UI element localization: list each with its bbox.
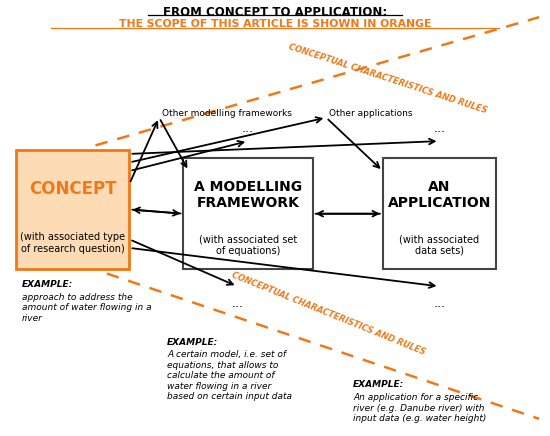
Text: EXAMPLE:: EXAMPLE:	[21, 280, 73, 289]
Text: EXAMPLE:: EXAMPLE:	[167, 337, 218, 347]
Text: EXAMPLE:: EXAMPLE:	[353, 380, 404, 389]
Text: ...: ...	[433, 122, 446, 135]
Bar	[383, 158, 496, 269]
Text: CONCEPTUAL CHARACTERISTICS AND RULES: CONCEPTUAL CHARACTERISTICS AND RULES	[288, 43, 488, 116]
Text: Other applications: Other applications	[329, 109, 412, 118]
Text: ...: ...	[242, 122, 254, 135]
Text: CONCEPTUAL CHARACTERISTICS AND RULES: CONCEPTUAL CHARACTERISTICS AND RULES	[231, 271, 427, 357]
Text: Other modelling frameworks: Other modelling frameworks	[162, 109, 292, 118]
Text: FROM CONCEPT TO APPLICATION:: FROM CONCEPT TO APPLICATION:	[163, 6, 387, 19]
Text: (with associated type
of research question): (with associated type of research questi…	[20, 232, 125, 254]
Text: ...: ...	[433, 297, 446, 310]
Text: (with associated set
of equations): (with associated set of equations)	[199, 234, 297, 255]
Text: ...: ...	[231, 297, 243, 310]
Text: An application for a specific
river (e.g. Danube river) with
input data (e.g. wa: An application for a specific river (e.g…	[353, 393, 487, 423]
Text: THE SCOPE OF THIS ARTICLE IS SHOWN IN ORANGE: THE SCOPE OF THIS ARTICLE IS SHOWN IN OR…	[119, 19, 431, 29]
Text: approach to address the
amount of water flowing in a
river: approach to address the amount of water …	[21, 293, 151, 323]
Text: A certain model, i.e. set of
equations, that allows to
calculate the amount of
w: A certain model, i.e. set of equations, …	[167, 351, 292, 401]
Text: AN
APPLICATION: AN APPLICATION	[388, 180, 491, 210]
Text: (with associated
data sets): (with associated data sets)	[399, 234, 480, 255]
Bar	[16, 150, 129, 269]
Bar	[183, 158, 313, 269]
Text: A MODELLING
FRAMEWORK: A MODELLING FRAMEWORK	[194, 180, 302, 210]
Text: CONCEPT: CONCEPT	[29, 180, 117, 198]
